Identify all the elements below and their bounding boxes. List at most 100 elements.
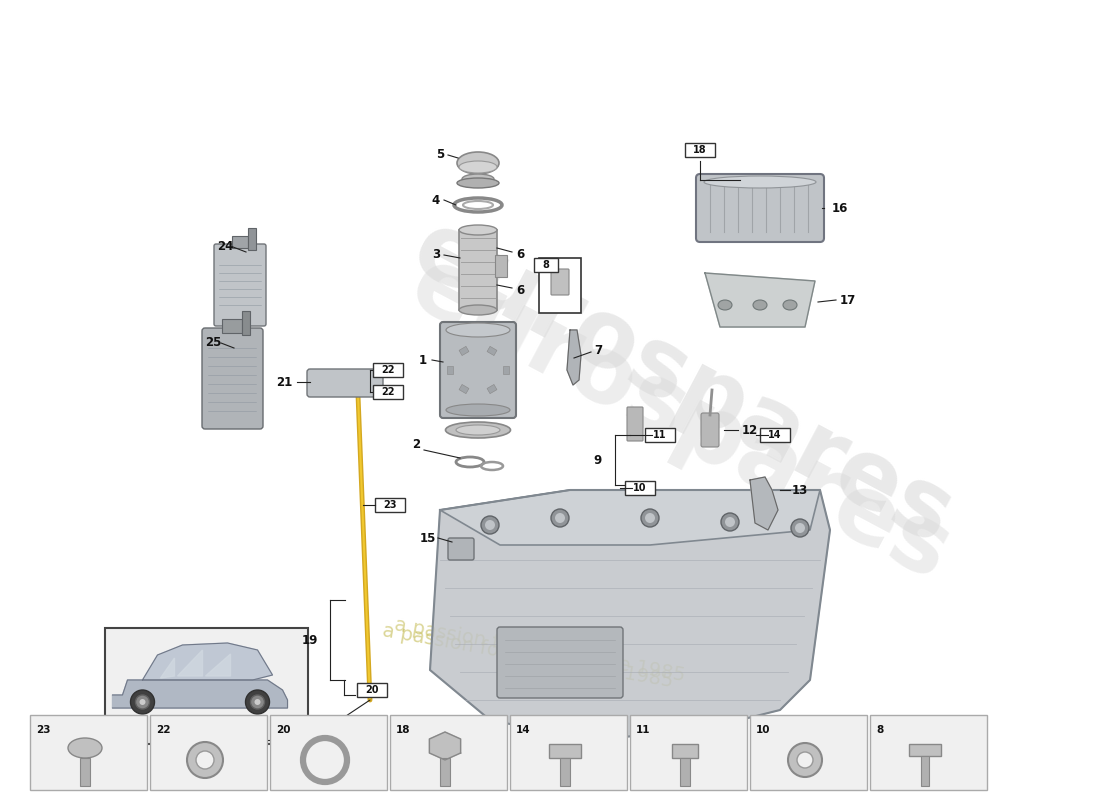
Text: 1: 1 <box>419 354 427 366</box>
Bar <box>358 683 387 697</box>
FancyBboxPatch shape <box>551 269 569 295</box>
Bar <box>459 230 497 310</box>
Text: 21: 21 <box>276 375 293 389</box>
Bar <box>447 366 453 374</box>
Text: 2: 2 <box>411 438 420 451</box>
Bar <box>870 715 987 790</box>
FancyBboxPatch shape <box>307 369 383 397</box>
Bar <box>373 363 403 377</box>
Bar <box>459 346 469 355</box>
Circle shape <box>641 509 659 527</box>
Text: 10: 10 <box>634 483 647 493</box>
Text: 10: 10 <box>756 725 770 735</box>
Text: 16: 16 <box>832 202 848 214</box>
Text: 6: 6 <box>516 249 524 262</box>
Bar <box>760 428 790 442</box>
Polygon shape <box>143 643 273 680</box>
Ellipse shape <box>783 300 798 310</box>
Ellipse shape <box>718 300 732 310</box>
Ellipse shape <box>459 305 497 315</box>
Ellipse shape <box>704 176 816 188</box>
Text: eurospares: eurospares <box>397 203 967 565</box>
Ellipse shape <box>459 225 497 235</box>
Polygon shape <box>750 477 778 530</box>
Polygon shape <box>429 732 461 760</box>
Bar <box>909 744 940 756</box>
Text: 3: 3 <box>432 249 440 262</box>
Bar <box>150 715 267 790</box>
Text: 12: 12 <box>741 423 758 437</box>
Bar <box>373 385 403 399</box>
Bar <box>510 715 627 790</box>
Text: 22: 22 <box>382 365 395 375</box>
Ellipse shape <box>446 422 510 438</box>
Bar <box>921 756 929 786</box>
Circle shape <box>187 742 223 778</box>
Ellipse shape <box>446 323 510 337</box>
Circle shape <box>556 513 565 523</box>
Circle shape <box>254 699 261 705</box>
Text: 22: 22 <box>156 725 170 735</box>
Text: 18: 18 <box>693 145 707 155</box>
Circle shape <box>645 513 654 523</box>
Ellipse shape <box>456 425 501 435</box>
FancyBboxPatch shape <box>202 328 263 429</box>
Bar <box>459 385 469 394</box>
Text: 18: 18 <box>396 725 410 735</box>
Polygon shape <box>566 330 581 385</box>
Bar <box>750 715 867 790</box>
Bar <box>630 715 747 790</box>
Text: 11: 11 <box>653 430 667 440</box>
Polygon shape <box>161 658 175 678</box>
Text: 22: 22 <box>382 387 395 397</box>
Bar <box>503 366 509 374</box>
Bar <box>680 758 690 786</box>
Bar <box>685 143 715 157</box>
Circle shape <box>131 690 154 714</box>
Text: a passion for parts since 1985: a passion for parts since 1985 <box>382 621 674 691</box>
FancyBboxPatch shape <box>627 407 644 441</box>
FancyBboxPatch shape <box>696 174 824 242</box>
Bar <box>534 258 558 272</box>
FancyBboxPatch shape <box>214 244 266 326</box>
Text: 20: 20 <box>276 725 290 735</box>
Circle shape <box>485 520 495 530</box>
FancyBboxPatch shape <box>448 538 474 560</box>
Bar <box>625 481 654 495</box>
Circle shape <box>798 752 813 768</box>
Bar <box>487 346 497 355</box>
Bar <box>80 758 90 786</box>
Polygon shape <box>206 654 231 676</box>
Text: 24: 24 <box>217 241 233 254</box>
Circle shape <box>140 699 145 705</box>
Bar <box>560 758 570 786</box>
Text: 4: 4 <box>432 194 440 206</box>
Circle shape <box>135 695 150 709</box>
Text: 20: 20 <box>365 685 378 695</box>
Text: 7: 7 <box>594 343 602 357</box>
Ellipse shape <box>456 178 499 188</box>
Bar <box>222 319 242 333</box>
Circle shape <box>251 695 264 709</box>
Circle shape <box>196 751 214 769</box>
Polygon shape <box>112 680 287 708</box>
Circle shape <box>720 513 739 531</box>
Circle shape <box>551 509 569 527</box>
Bar <box>549 744 581 758</box>
Bar <box>645 428 675 442</box>
Circle shape <box>245 690 270 714</box>
Polygon shape <box>705 273 815 327</box>
Text: 19: 19 <box>301 634 318 646</box>
Bar <box>390 715 507 790</box>
Text: a passion for parts since 1985: a passion for parts since 1985 <box>393 615 686 685</box>
Bar <box>487 385 497 394</box>
FancyBboxPatch shape <box>701 413 719 447</box>
Text: 23: 23 <box>36 725 51 735</box>
Text: 14: 14 <box>768 430 782 440</box>
Ellipse shape <box>68 738 102 758</box>
Bar <box>232 236 248 248</box>
Bar <box>495 255 507 277</box>
Text: 5: 5 <box>436 149 444 162</box>
Circle shape <box>788 743 822 777</box>
FancyBboxPatch shape <box>497 627 623 698</box>
